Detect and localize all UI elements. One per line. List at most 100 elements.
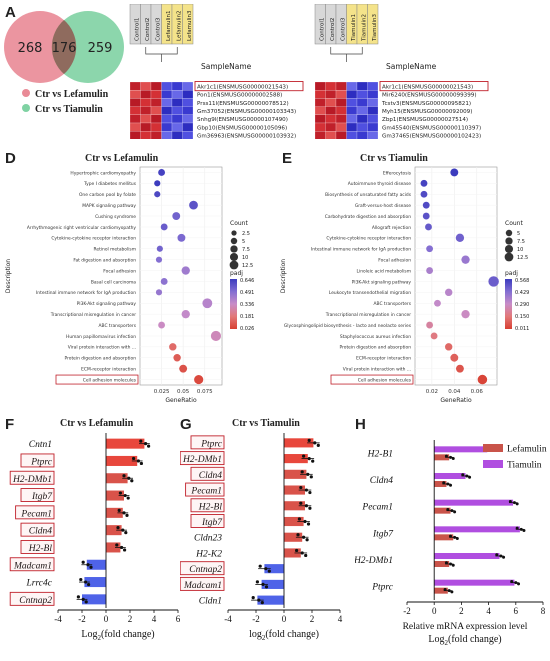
dotplot-point xyxy=(422,201,430,209)
gene-label-box xyxy=(20,539,55,554)
heatmap-cell xyxy=(367,90,379,99)
lfc-bar xyxy=(106,525,122,536)
heatmap-cell xyxy=(161,114,173,124)
lfc-replicate-dot xyxy=(121,528,125,532)
lfc-replicate-dot xyxy=(124,531,128,535)
dotplot-point xyxy=(461,255,470,264)
heatmap-column-label: Control3 xyxy=(155,17,161,41)
heatmap-cell xyxy=(356,106,368,115)
count-legend-title: Count xyxy=(230,220,248,227)
expression-replicate-dot xyxy=(450,590,454,594)
gene-label-box xyxy=(190,498,225,513)
x-tick-label: 4 xyxy=(486,606,491,616)
lfc-bar xyxy=(257,595,284,605)
count-legend-label: 5 xyxy=(242,239,245,245)
heatmap-cell xyxy=(325,90,337,99)
heatmap-cell xyxy=(314,81,326,91)
gene-label: Cntnap2 xyxy=(189,565,222,575)
expression-bar xyxy=(434,579,515,586)
count-legend-dot xyxy=(505,229,513,237)
x-tick-label: 4 xyxy=(152,614,157,624)
venn-right-count: 259 xyxy=(88,41,113,56)
heatmap-cell xyxy=(182,90,194,99)
heatmap-cell xyxy=(335,131,347,139)
x-axis-title-base: Log xyxy=(428,634,444,645)
lfc-bar xyxy=(106,542,121,553)
heatmap-c: Control1 Control2 Control3 Tiamulin1 Tiamuli… xyxy=(314,4,489,139)
heatmap-cell xyxy=(356,131,368,139)
heatmap-column-label: Control1 xyxy=(134,18,140,41)
heatmap-column-label: Control2 xyxy=(330,18,336,41)
dotplot-point xyxy=(434,299,441,307)
dotplot-highlight-box xyxy=(330,374,414,385)
gene-label: Ptprc xyxy=(200,439,223,449)
dotplot-point xyxy=(210,330,222,342)
dotplot-e: 0.02 0.04 0.06 Efferocytosis Autoimmune thyr… xyxy=(280,166,529,404)
heatmap-cell xyxy=(335,90,347,99)
padj-legend-tick: 0.026 xyxy=(240,326,254,332)
x-tick-label: -2 xyxy=(252,614,260,624)
heatmap-cell xyxy=(171,114,183,124)
heatmap-cell xyxy=(314,106,326,115)
lfc-replicate-dot xyxy=(89,565,93,569)
lfc-bar xyxy=(82,594,106,605)
lfc-replicate-dot xyxy=(257,598,261,602)
x-tick-label: 4 xyxy=(338,614,343,624)
lfc-replicate-dot xyxy=(251,596,255,600)
heatmap-cell xyxy=(346,114,358,124)
lfc-replicate-dot xyxy=(308,490,312,495)
gene-label-box xyxy=(9,557,55,572)
lfc-replicate-dot xyxy=(123,548,127,552)
lfc-replicate-dot xyxy=(122,511,126,515)
lfc-bar xyxy=(261,579,284,589)
dotplot-category-label: Allograft rejection xyxy=(372,225,411,231)
gene-label-box xyxy=(20,453,55,468)
heatmap-cell xyxy=(129,122,141,132)
heatmap-cell xyxy=(182,81,194,91)
expression-replicate-dot xyxy=(465,474,469,478)
lfc-bar xyxy=(264,564,284,574)
lfc-replicate-dot xyxy=(81,560,85,564)
dotplot-point xyxy=(160,278,168,285)
gene-label: H2-DMb1 xyxy=(182,455,222,465)
heatmap-cell xyxy=(140,122,152,132)
lfc-replicate-dot xyxy=(295,548,299,553)
gene-label: Ptprc xyxy=(30,457,53,467)
dotplot-point xyxy=(194,374,204,385)
expression-replicate-dot xyxy=(450,509,454,513)
dotplot-category-label: Autoimmune thyroid disease xyxy=(348,181,412,187)
gene-label-box xyxy=(9,470,55,485)
lfc-replicate-dot xyxy=(309,475,313,479)
gene-label: Itgb7 xyxy=(372,529,394,539)
gene-label: Cldn23 xyxy=(194,534,222,544)
x-tick-label: 2 xyxy=(459,606,464,616)
dotplot-x-tick-label: 0.02 xyxy=(426,389,438,395)
dotplot-category-label: Staphylococcus aureus infection xyxy=(340,334,411,340)
dotplot-x-tick-label: 0.05 xyxy=(177,389,190,395)
x-axis-title-rest: (fold change) xyxy=(448,634,502,645)
lfc-replicate-dot xyxy=(307,438,311,442)
panel-e-title: Ctr vs Tiamulin xyxy=(360,153,428,164)
heatmap-cell xyxy=(129,131,141,139)
heatmap-cell xyxy=(140,98,152,107)
lfc-replicate-dot xyxy=(302,535,306,539)
dotplot-category-label: Cushing syndrome xyxy=(95,214,136,220)
heatmap-cell xyxy=(140,106,152,115)
heatmap-sample-header: SampleName xyxy=(386,62,437,71)
lfc-bar xyxy=(86,559,106,570)
heatmap-cell xyxy=(325,106,337,115)
heatmap-cell xyxy=(314,131,326,139)
venn-diagram: 268 176 259 xyxy=(4,11,124,83)
gene-label-box xyxy=(190,466,225,481)
gene-label-box xyxy=(15,505,55,520)
heatmap-cell xyxy=(325,81,337,91)
expression-replicate-dot xyxy=(444,561,448,565)
legend-label: Tiamulin xyxy=(507,461,542,471)
gene-label: H2-B1 xyxy=(367,449,393,459)
dotplot-point xyxy=(426,267,434,274)
dotplot-category-label: Graft-versus-host disease xyxy=(355,203,411,209)
heatmap-cell xyxy=(356,81,368,91)
lfc-bar xyxy=(284,516,304,527)
dotplot-category-label: ABC transporters xyxy=(374,301,412,307)
lfc-replicate-dot xyxy=(260,601,264,605)
